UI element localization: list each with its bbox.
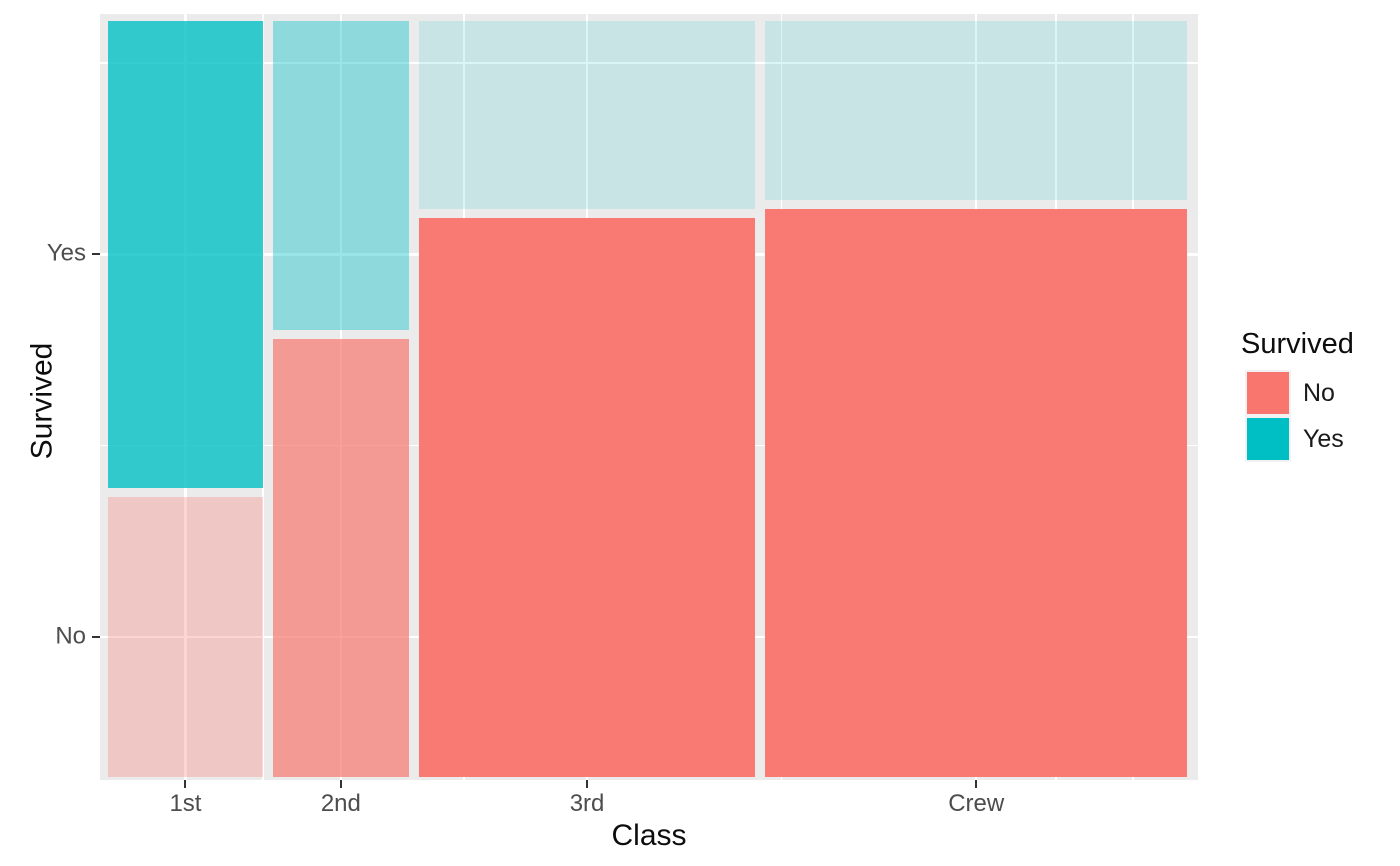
y-tick-label-1: No: [55, 622, 86, 650]
y-tick-0: [92, 253, 100, 256]
x-tick-label-1: 2nd: [320, 790, 361, 817]
mosaic-segment-3rd-no: [418, 218, 756, 777]
y-tick-label-0: Yes: [46, 239, 86, 267]
gridline-h-minor-0: [100, 62, 1198, 64]
x-tick-0: [184, 780, 187, 788]
legend-label-yes: Yes: [1303, 424, 1344, 453]
x-tick-3: [975, 780, 978, 788]
x-tick-label-0: 1st: [169, 790, 202, 817]
x-tick-label-3: Crew: [948, 790, 1005, 817]
legend-key-fill-yes: [1247, 418, 1289, 460]
plot-panel: [100, 14, 1198, 780]
legend-item-yes: Yes: [1245, 416, 1344, 462]
mosaic-segment-crew-yes: [765, 21, 1188, 200]
mosaic-segment-1st-yes: [108, 21, 263, 488]
y-axis-title: Survived: [25, 342, 59, 460]
y-tick-1: [92, 635, 100, 638]
mosaic-segment-crew-no: [765, 208, 1188, 777]
x-axis-title: Class: [611, 819, 687, 852]
x-tick-1: [339, 780, 342, 788]
legend-label-no: No: [1303, 378, 1335, 407]
legend-key-no: [1245, 370, 1291, 416]
mosaic-segment-2nd-yes: [272, 21, 409, 331]
x-tick-label-2: 3rd: [569, 790, 605, 817]
legend-title: Survived: [1241, 328, 1354, 360]
legend-key-yes: [1245, 416, 1291, 462]
legend-key-fill-no: [1247, 372, 1289, 414]
mosaic-segment-2nd-no: [272, 339, 409, 777]
x-tick-2: [586, 780, 589, 788]
mosaic-segment-1st-no: [108, 496, 263, 777]
mosaic-segment-3rd-yes: [418, 21, 756, 210]
gridline-v-minor-0: [262, 14, 264, 780]
legend-item-no: No: [1245, 370, 1335, 416]
